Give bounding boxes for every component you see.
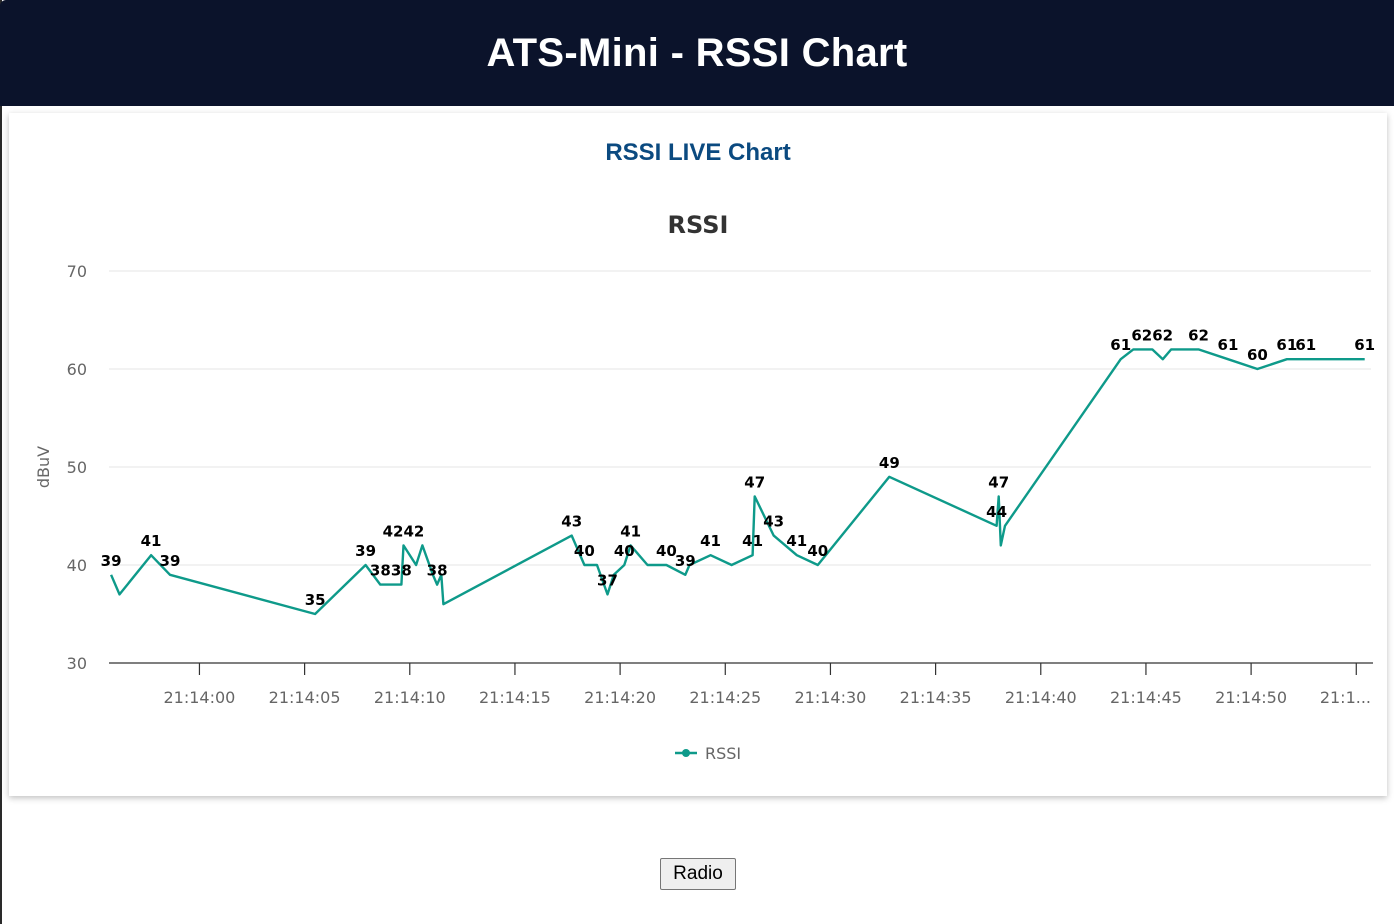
data-label: 40	[574, 542, 595, 560]
page-title: ATS-Mini - RSSI Chart	[486, 30, 908, 75]
data-label: 61	[1218, 336, 1239, 354]
data-label: 47	[744, 473, 765, 491]
data-label: 39	[101, 552, 122, 570]
data-label: 61	[1354, 336, 1375, 354]
data-label: 47	[988, 473, 1009, 491]
data-label: 61	[1295, 336, 1316, 354]
rssi-chart: RSSI 30 40 50 60 70 dBuV 21:14:00 21:14:05 21:14:…	[34, 211, 1375, 763]
data-label: 41	[786, 532, 807, 550]
data-label: 43	[763, 513, 784, 531]
radio-button[interactable]: Radio	[660, 858, 736, 890]
x-tick-label: 21:14:50	[1215, 688, 1287, 707]
y-tick-label: 30	[67, 654, 87, 673]
data-label: 4242	[383, 522, 425, 540]
x-tick-label: 21:14:40	[1005, 688, 1077, 707]
y-tick-label: 70	[67, 262, 87, 281]
data-label: 40	[614, 542, 635, 560]
data-label: 38	[427, 562, 448, 580]
data-label: 37	[597, 571, 618, 589]
data-label: 39	[675, 552, 696, 570]
y-tick-label: 40	[67, 556, 87, 575]
chart-card: RSSI LIVE Chart RSSI 30 40 50 60 70 dBuV 21:14:…	[9, 113, 1387, 796]
data-label: 39	[160, 552, 181, 570]
y-tick-label: 60	[67, 360, 87, 379]
data-label: 60	[1247, 346, 1268, 364]
data-label: 38	[370, 562, 391, 580]
data-label: 6262	[1131, 326, 1173, 344]
data-label: 49	[879, 454, 900, 472]
data-label: 43	[561, 513, 582, 531]
x-tick-label: 21:14:25	[689, 688, 761, 707]
data-label: 35	[305, 591, 326, 609]
x-tick-label: 21:14:30	[795, 688, 867, 707]
x-tick-label: 21:14:35	[900, 688, 972, 707]
x-tick-label: 21:14:45	[1110, 688, 1182, 707]
chart-title: RSSI	[668, 211, 729, 239]
x-tick-label: 21:1...	[1320, 688, 1371, 707]
data-label: 41	[700, 532, 721, 550]
legend-label: RSSI	[705, 744, 741, 763]
data-label: 38	[391, 562, 412, 580]
data-label: 39	[355, 542, 376, 560]
x-tick-label: 21:14:20	[584, 688, 656, 707]
data-label: 40	[807, 542, 828, 560]
card-title: RSSI LIVE Chart	[605, 139, 791, 166]
x-tick-label: 21:14:05	[269, 688, 341, 707]
data-label: 40	[656, 542, 677, 560]
series-line-rssi	[109, 348, 1365, 616]
x-tick-label: 21:14:15	[479, 688, 551, 707]
data-label: 61	[1276, 336, 1297, 354]
y-tick-label: 50	[67, 458, 87, 477]
legend-marker	[682, 749, 690, 757]
data-label: 61	[1110, 336, 1131, 354]
data-label: 41	[620, 522, 641, 540]
x-tick-label: 21:14:10	[374, 688, 446, 707]
app-header: ATS-Mini - RSSI Chart	[0, 0, 1394, 106]
data-label: 44	[986, 503, 1007, 521]
y-axis-label: dBuV	[34, 446, 53, 488]
data-label: 41	[742, 532, 763, 550]
data-label: 62	[1188, 326, 1209, 344]
x-tick-label: 21:14:00	[164, 688, 236, 707]
data-label: 41	[141, 532, 162, 550]
